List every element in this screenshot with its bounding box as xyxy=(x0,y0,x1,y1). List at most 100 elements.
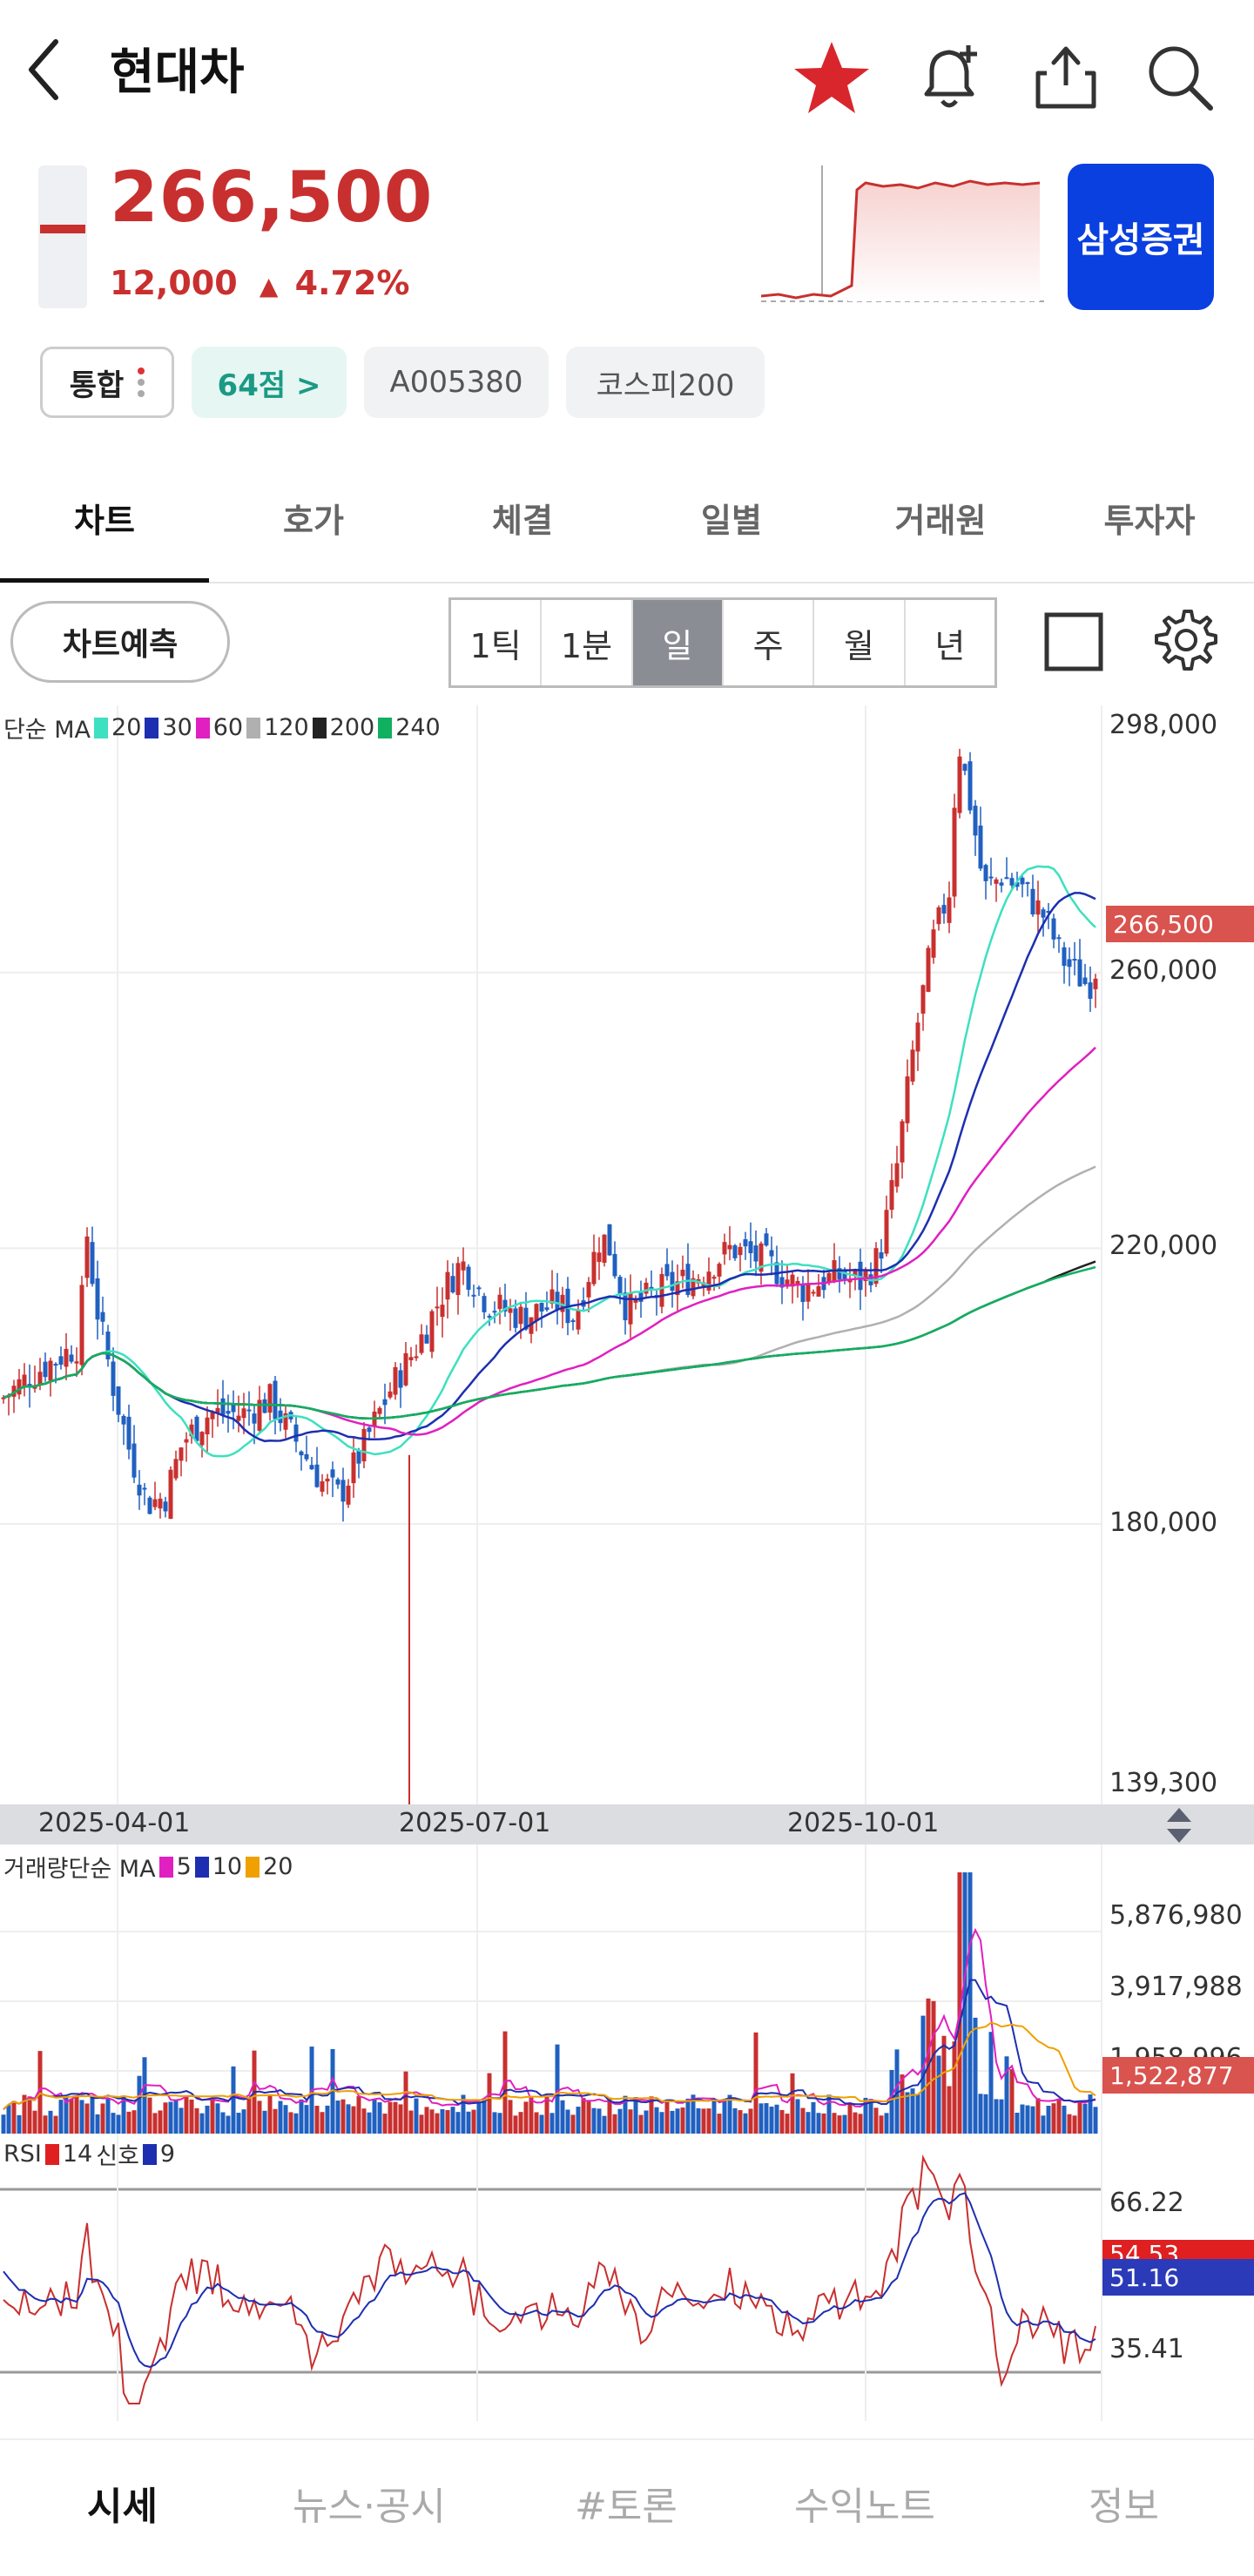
tab-investors[interactable]: 투자자 xyxy=(1103,501,1196,540)
candle-body xyxy=(17,1379,22,1395)
search-icon[interactable] xyxy=(1143,40,1216,113)
candle-body xyxy=(732,1245,738,1258)
ma-legend-label: 단순 MA xyxy=(3,717,91,744)
volume-bar xyxy=(1015,2113,1020,2134)
price-chart-area[interactable] xyxy=(0,705,1254,1804)
candle-body xyxy=(388,1391,393,1398)
volume-chart-area[interactable] xyxy=(0,1844,1254,2134)
ma240-line xyxy=(3,1265,1096,1420)
period-day[interactable]: 일 xyxy=(632,600,724,685)
volume-bar xyxy=(915,2094,920,2134)
candle-body xyxy=(586,1282,591,1298)
period-year[interactable]: 년 xyxy=(934,626,966,665)
volume-bar xyxy=(544,2096,549,2134)
candle-body xyxy=(116,1386,121,1415)
settings-gear-icon[interactable] xyxy=(1151,606,1221,676)
rsi-chart-area[interactable] xyxy=(0,2134,1254,2421)
volume-bar xyxy=(90,2096,95,2134)
volume-bar xyxy=(795,2099,800,2134)
nav-news[interactable]: 뉴스·공시 xyxy=(293,2485,446,2529)
candle-body xyxy=(758,1243,764,1272)
tab-daily[interactable]: 일별 xyxy=(701,501,762,540)
volume-bar xyxy=(873,2107,879,2134)
tab-chart[interactable]: 차트 xyxy=(74,501,135,540)
period-week[interactable]: 주 xyxy=(724,600,815,685)
fullscreen-icon[interactable] xyxy=(1043,611,1104,672)
nav-profit-note[interactable]: 수익노트 xyxy=(794,2485,935,2529)
volume-bar xyxy=(1056,2099,1062,2134)
volume-bar xyxy=(591,2107,597,2134)
volume-bar xyxy=(414,2098,419,2134)
price-axis-260000: 260,000 xyxy=(1109,955,1218,986)
candle-body xyxy=(549,1289,555,1305)
period-minute[interactable]: 1분 xyxy=(542,600,633,685)
volume-bar xyxy=(1088,2094,1093,2134)
volume-bar xyxy=(419,2114,424,2134)
date-label-apr: 2025-04-01 xyxy=(38,1808,191,1838)
chart-predict-button[interactable]: 차트예측 xyxy=(10,601,230,683)
volume-bar xyxy=(847,2102,853,2134)
tag-index[interactable]: 코스피200 xyxy=(566,347,765,418)
tab-brokers[interactable]: 거래원 xyxy=(894,501,987,540)
volume-bar xyxy=(205,2105,210,2134)
vol-ma5-swatch xyxy=(158,1856,173,1878)
volume-bar xyxy=(570,2114,576,2134)
candle-body xyxy=(738,1246,743,1256)
volume-bar xyxy=(518,2112,523,2134)
nav-info[interactable]: 정보 xyxy=(1089,2485,1159,2529)
tag-code[interactable]: A005380 xyxy=(364,347,549,418)
volume-bar xyxy=(497,2113,502,2134)
candle-body xyxy=(905,1076,910,1123)
date-label-oct: 2025-10-01 xyxy=(787,1808,940,1838)
volume-bar xyxy=(967,1872,973,2134)
rsi-legend-label: RSI xyxy=(3,2141,42,2168)
volume-bar xyxy=(403,2071,408,2134)
candle-body xyxy=(597,1252,602,1263)
volume-bar xyxy=(116,2114,121,2134)
candle-body xyxy=(785,1279,790,1287)
candle-body xyxy=(873,1248,879,1285)
nav-discussion[interactable]: #토론 xyxy=(575,2485,678,2529)
volume-bar xyxy=(231,2066,236,2134)
candle-body xyxy=(450,1276,455,1292)
volume-bar xyxy=(1004,2056,1009,2134)
candle-body xyxy=(670,1271,675,1291)
broker-button[interactable]: 삼성증권 xyxy=(1068,164,1214,310)
share-icon[interactable] xyxy=(1029,40,1102,113)
tab-orderbook[interactable]: 호가 xyxy=(283,501,344,540)
candle-body xyxy=(826,1272,832,1283)
volume-bar xyxy=(372,2099,377,2134)
candle-body xyxy=(1051,918,1056,940)
candle-body xyxy=(722,1242,727,1255)
volume-bar xyxy=(952,2041,957,2134)
volume-bar xyxy=(340,2099,346,2134)
volume-bar xyxy=(158,2110,163,2134)
candle-body xyxy=(163,1501,168,1512)
volume-bar xyxy=(1,2114,6,2134)
volume-bar xyxy=(633,2096,638,2134)
ma120-label: 120 xyxy=(264,714,309,741)
period-month[interactable]: 월 xyxy=(814,600,906,685)
volume-bar xyxy=(811,2101,816,2134)
candle-body xyxy=(11,1386,17,1397)
nav-quote[interactable]: 시세 xyxy=(87,2485,158,2529)
resize-handle-icon[interactable] xyxy=(1163,1806,1195,1844)
period-selector: 1틱 1분 일 주 월 년 xyxy=(448,597,997,688)
candle-body xyxy=(717,1264,722,1277)
favorite-star-icon[interactable] xyxy=(792,40,871,115)
candle-body xyxy=(644,1282,649,1294)
volume-bar xyxy=(675,2108,680,2134)
tab-trades[interactable]: 체결 xyxy=(492,501,553,540)
volume-bar xyxy=(988,2032,994,2134)
alarm-add-icon[interactable] xyxy=(913,40,986,113)
volume-bar xyxy=(983,2094,988,2134)
back-icon[interactable] xyxy=(19,33,71,103)
volume-bar xyxy=(267,2094,273,2134)
volume-bar xyxy=(1082,2103,1088,2134)
candle-body xyxy=(1004,877,1009,880)
tag-integrated[interactable]: 통합 xyxy=(40,347,174,418)
tag-score[interactable]: 64점 > xyxy=(192,347,347,418)
period-tick[interactable]: 1틱 xyxy=(451,600,543,685)
candle-body xyxy=(111,1361,116,1396)
intraday-mini-chart[interactable] xyxy=(760,164,1045,312)
